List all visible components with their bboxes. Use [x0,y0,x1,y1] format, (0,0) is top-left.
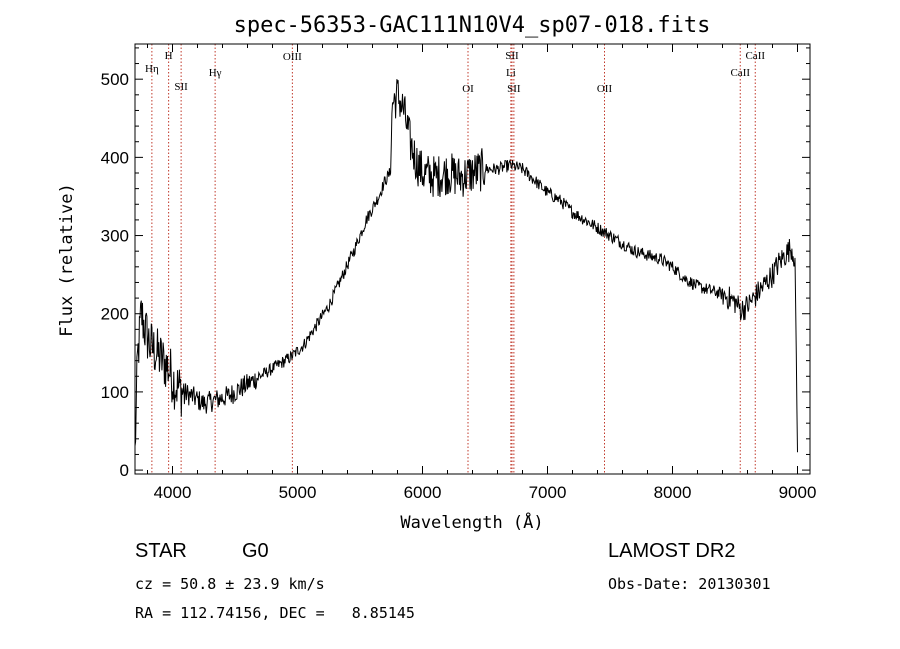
spectrum-line [135,79,798,453]
object-class: STAR [135,540,187,562]
reference-lines [151,44,756,474]
x-tick-label: 6000 [404,483,442,502]
x-tick-label: 9000 [779,483,817,502]
observation-date: Obs-Date: 20130301 [608,575,771,593]
y-tick-label: 300 [101,227,129,246]
sky-coordinates: RA = 112.74156, DEC = 8.85145 [135,604,415,622]
chart-title: spec-56353-GAC111N10V4_sp07-018.fits [234,13,711,38]
reference-line-label: SII [505,50,519,62]
reference-line-label: SII [507,83,521,95]
object-subclass: G0 [242,540,269,562]
redshift-velocity: cz = 50.8 ± 23.9 km/s [135,575,325,593]
reference-line-label: OIII [283,51,302,63]
y-tick-label: 500 [101,70,129,89]
reference-line-label: OII [597,83,613,95]
x-axis-label: Wavelength (Å) [400,511,543,533]
reference-line-label: Li [506,67,516,79]
axis-ticks: 4000 5000 6000 7000 8000 9000 0 100 200 300 400 500 [101,44,817,502]
reference-line-label: CaII [730,67,750,79]
reference-line-label: Hη [145,63,159,75]
y-tick-label: 100 [101,383,129,402]
reference-line-label: H [165,50,173,62]
reference-line-label: CaII [745,50,765,62]
x-tick-label: 5000 [279,483,317,502]
y-tick-label: 400 [101,148,129,167]
reference-line-label: Hγ [209,67,222,79]
reference-line-label: SII [174,81,188,93]
x-tick-label: 4000 [154,483,192,502]
spectrum-series [135,79,798,453]
y-axis-label: Flux (relative) [57,183,77,337]
x-tick-label: 8000 [654,483,692,502]
plot-frame [134,43,811,475]
y-tick-label: 200 [101,305,129,324]
x-tick-label: 7000 [529,483,567,502]
reference-line-label: OI [462,83,474,95]
reference-line-labels: Hη H SII Hγ OIII OI SII Li SII OII CaII CaII [145,50,765,95]
y-tick-label: 0 [120,461,129,480]
survey-name: LAMOST DR2 [608,540,736,562]
